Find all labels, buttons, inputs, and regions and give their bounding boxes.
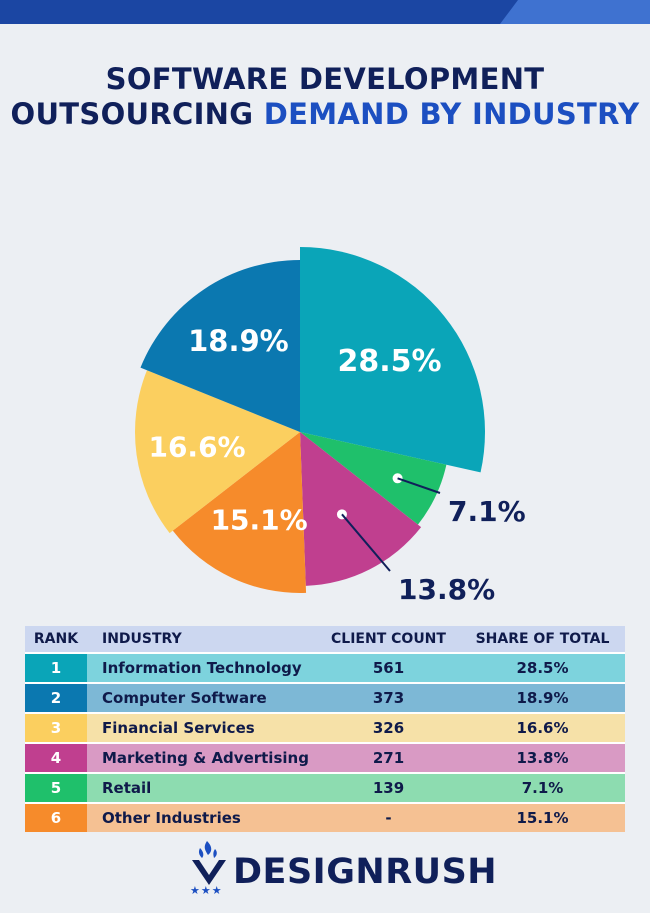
count-cell: 326 <box>317 712 460 743</box>
table-row: 3 Financial Services 326 16.6% <box>25 712 625 743</box>
title-line-2-plain: OUTSOURCING <box>10 97 264 131</box>
table-row: 2 Computer Software 373 18.9% <box>25 682 625 713</box>
title-line-2: OUTSOURCING DEMAND BY INDUSTRY <box>0 97 650 132</box>
pie-slice <box>172 432 307 593</box>
pie-slice <box>300 247 485 473</box>
label-leader-line <box>397 477 441 494</box>
table-header-row: RANK INDUSTRY CLIENT COUNT SHARE OF TOTA… <box>25 626 625 653</box>
title-line-2-highlight: DEMAND BY INDUSTRY <box>263 97 640 131</box>
share-cell: 7.1% <box>460 772 625 803</box>
pie-slice-label: 7.1% <box>448 495 526 528</box>
industry-cell: Information Technology <box>87 652 317 683</box>
pie-slice <box>300 432 422 586</box>
rank-cell: 3 <box>25 712 87 743</box>
industry-table: RANK INDUSTRY CLIENT COUNT SHARE OF TOTA… <box>25 626 625 832</box>
share-cell: 15.1% <box>460 802 625 832</box>
title-line-1: SOFTWARE DEVELOPMENT <box>105 62 545 96</box>
pie-slice-label: 15.1% <box>211 504 308 537</box>
table-row: 6 Other Industries - 15.1% <box>25 802 625 832</box>
industry-cell: Other Industries <box>87 802 317 832</box>
count-cell: - <box>317 802 460 832</box>
rank-cell: 6 <box>25 802 87 832</box>
count-cell: 373 <box>317 682 460 713</box>
header-industry: INDUSTRY <box>87 626 317 653</box>
share-cell: 16.6% <box>460 712 625 743</box>
pie-slice <box>134 370 300 534</box>
count-cell: 271 <box>317 742 460 773</box>
pie-slice <box>140 260 300 432</box>
rank-cell: 5 <box>25 772 87 803</box>
pie-slice-label: 13.8% <box>398 573 495 606</box>
table-row: 5 Retail 139 7.1% <box>25 772 625 803</box>
header-rank: RANK <box>25 626 87 653</box>
designrush-logo: ★★★ DESIGNRUSH <box>188 838 497 900</box>
table-row: 1 Information Technology 561 28.5% <box>25 652 625 683</box>
industry-cell: Marketing & Advertising <box>87 742 317 773</box>
industry-cell: Retail <box>87 772 317 803</box>
label-leader-line <box>341 513 391 572</box>
pie-slice-label: 28.5% <box>337 344 441 379</box>
share-cell: 28.5% <box>460 652 625 683</box>
share-cell: 13.8% <box>460 742 625 773</box>
pie-slice <box>300 432 447 525</box>
logo-stars-icon: ★★★ <box>190 884 223 897</box>
rank-cell: 2 <box>25 682 87 713</box>
industry-cell: Financial Services <box>87 712 317 743</box>
top-banner-accent <box>500 0 650 24</box>
header-client-count: CLIENT COUNT <box>317 626 460 653</box>
pie-chart: 28.5% 7.1% 13.8% 15.1% 16.6% 18.9% <box>134 247 526 606</box>
count-cell: 561 <box>317 652 460 683</box>
share-cell: 18.9% <box>460 682 625 713</box>
rank-cell: 1 <box>25 652 87 683</box>
chart-title: SOFTWARE DEVELOPMENT OUTSOURCING DEMAND … <box>0 62 650 132</box>
pie-slice-label: 18.9% <box>188 324 289 358</box>
pie-slice-label: 16.6% <box>148 430 245 463</box>
table-row: 4 Marketing & Advertising 271 13.8% <box>25 742 625 773</box>
industry-cell: Computer Software <box>87 682 317 713</box>
brand-name: DESIGNRUSH <box>233 852 498 892</box>
count-cell: 139 <box>317 772 460 803</box>
header-share: SHARE OF TOTAL <box>460 626 625 653</box>
logo-emblem-icon <box>192 841 226 885</box>
rank-cell: 4 <box>25 742 87 773</box>
